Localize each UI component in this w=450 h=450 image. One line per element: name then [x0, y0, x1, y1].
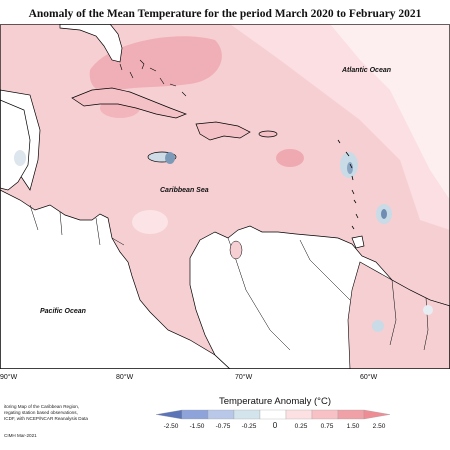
legend-bin — [207, 409, 235, 420]
legend-tick-label: 0.75 — [321, 423, 334, 430]
legend-tick-label: 2.50 — [373, 423, 386, 430]
legend-bin — [181, 409, 209, 420]
lon-label: 90°W — [0, 373, 18, 381]
anomaly-cool-coast — [14, 150, 26, 166]
anomaly-cool-suriname — [423, 305, 433, 315]
longitude-axis: 90°W 80°W 70°W 60°W — [0, 373, 378, 381]
anomaly-over-guianas — [347, 261, 450, 369]
legend-tick-label: 1.50 — [347, 423, 360, 430]
temperature-anomaly-map: Atlantic Ocean Caribbean Sea Pacific Oce… — [0, 24, 450, 369]
legend-bin — [311, 409, 339, 420]
anomaly-cool-guyana — [372, 320, 384, 332]
color-legend: -2.50 -1.50 -0.75 -0.25 0 0.25 0.75 1.50 2.50 — [155, 409, 391, 430]
lake-maracaibo — [229, 240, 243, 260]
map-credits: itoring Map of the Caribbean Region, reg… — [4, 404, 122, 422]
anomaly-warm-patch — [89, 36, 222, 93]
anomaly-light-patch — [132, 210, 168, 234]
legend-bin — [155, 409, 183, 420]
legend-tick-label: -1.50 — [190, 423, 205, 430]
legend-tick-label: -2.50 — [164, 423, 179, 430]
land-lesser-antilles — [337, 139, 359, 230]
credit-line: regating station based observations, — [4, 410, 78, 415]
legend-tick-label: 0 — [273, 421, 278, 430]
map-title: Anomaly of the Mean Temperature for the … — [28, 8, 422, 20]
land-yucatan — [0, 99, 31, 191]
anomaly-cold-barbados — [381, 209, 387, 219]
land-florida — [59, 24, 123, 63]
lon-label: 60°W — [360, 373, 378, 381]
credit-line: itoring Map of the Caribbean Region, — [4, 404, 80, 409]
anomaly-warm-patch — [276, 149, 304, 167]
atlantic-ocean-label: Atlantic Ocean — [341, 67, 391, 74]
legend-tick-label: -0.25 — [242, 423, 257, 430]
legend-tick-label: 0.25 — [295, 423, 308, 430]
lon-label: 80°W — [116, 373, 134, 381]
legend-bin — [233, 409, 261, 420]
legend-bin — [285, 409, 313, 420]
land-puerto-rico — [258, 130, 278, 138]
legend-bin — [337, 409, 365, 420]
credit-line: ICDF, with NCEP/NCAR Reanalysis Data — [4, 416, 88, 421]
credit-date: CIMH Mar-2021 — [4, 433, 37, 438]
anomaly-cold-guadeloupe — [347, 162, 353, 174]
anomaly-cold-jamaica — [165, 152, 175, 164]
legend-bin — [363, 409, 391, 420]
pacific-ocean-label: Pacific Ocean — [40, 308, 86, 315]
land-trinidad — [351, 235, 365, 249]
land-cuba — [71, 87, 187, 119]
lon-label: 70°W — [235, 373, 253, 381]
legend-tick-label: -0.75 — [216, 423, 231, 430]
land-hispaniola — [195, 121, 251, 141]
border-central-america — [29, 204, 125, 246]
legend-bin — [259, 409, 287, 420]
land-bahamas — [119, 59, 187, 97]
caribbean-sea-label: Caribbean Sea — [160, 187, 209, 194]
legend-title: Temperature Anomaly (°C) — [218, 396, 332, 407]
anomaly-lightest-patch — [330, 24, 450, 200]
